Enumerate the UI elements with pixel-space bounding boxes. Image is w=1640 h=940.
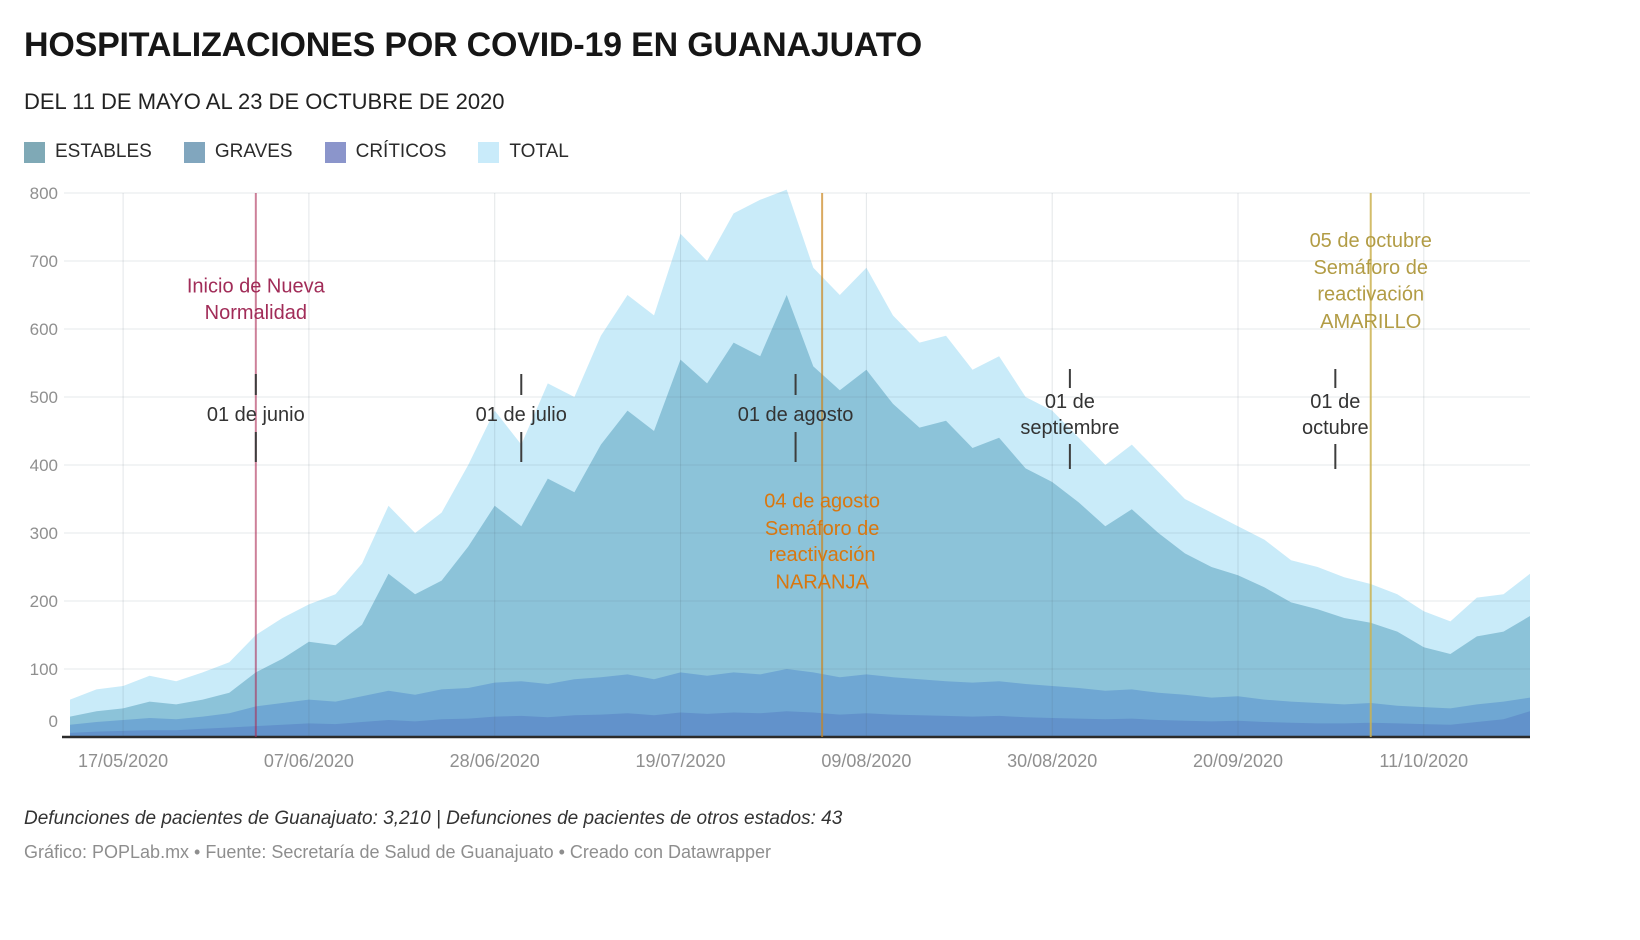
- legend-swatch-criticos: [324, 141, 346, 163]
- legend-swatch-total: [478, 141, 500, 163]
- legend-item-graves: GRAVES: [183, 141, 293, 163]
- legend-label: GRAVES: [214, 141, 293, 162]
- legend-item-estables: ESTABLES: [24, 141, 152, 163]
- annotation-text-semaforo-naranja: reactivación: [769, 544, 876, 566]
- y-axis-label-100: 100: [30, 660, 58, 679]
- legend-swatch-estables: [24, 141, 45, 163]
- annotation-text-nueva-normalidad: Inicio de Nueva: [187, 275, 326, 297]
- x-axis-label: 20/09/2020: [1193, 751, 1283, 771]
- date-marker-label-01-de-agosto: 01 de agosto: [738, 404, 854, 426]
- x-axis-label: 28/06/2020: [450, 751, 540, 771]
- y-axis-label-800: 800: [30, 184, 58, 203]
- area-chart: 0 100 200 300 400 500 600 700 800 17/05/2020 07/06…: [0, 167, 1640, 784]
- y-axis-label-0: 0: [49, 712, 58, 731]
- y-axis-label-200: 200: [30, 592, 58, 611]
- chart-page: HOSPITALIZACIONES POR COVID-19 EN GUANAJ…: [0, 26, 1640, 862]
- chart-notes: Defunciones de pacientes de Guanajuato: …: [24, 808, 843, 829]
- date-marker-label-01-de-septiembre: septiembre: [1020, 417, 1119, 439]
- legend-item-total: TOTAL: [478, 141, 569, 163]
- chart-canvas: 0 100 200 300 400 500 600 700 800 17/05/2020 07/06…: [30, 184, 1530, 771]
- legend-item-criticos: CRÍTICOS: [324, 141, 447, 163]
- x-axis-label: 17/05/2020: [78, 751, 168, 771]
- x-axis-label: 09/08/2020: [821, 751, 911, 771]
- y-axis-label-500: 500: [30, 388, 58, 407]
- annotation-text-semaforo-amarillo: reactivación: [1317, 284, 1424, 306]
- legend-label: TOTAL: [509, 141, 569, 162]
- annotation-text-nueva-normalidad: Normalidad: [205, 302, 307, 324]
- y-axis-label-700: 700: [30, 252, 58, 271]
- date-marker-label-01-de-octubre: 01 de: [1310, 391, 1360, 413]
- chart-subtitle: DEL 11 DE MAYO AL 23 DE OCTUBRE DE 2020: [24, 89, 505, 114]
- legend-label: ESTABLES: [55, 141, 152, 162]
- annotation-text-semaforo-amarillo: Semáforo de: [1313, 257, 1428, 279]
- annotation-text-semaforo-amarillo: AMARILLO: [1320, 311, 1421, 333]
- y-axis-label-400: 400: [30, 456, 58, 475]
- annotation-text-semaforo-naranja: NARANJA: [775, 571, 869, 593]
- y-axis-label-300: 300: [30, 524, 58, 543]
- date-marker-label-01-de-julio: 01 de julio: [476, 404, 567, 426]
- date-marker-label-01-de-octubre: octubre: [1302, 417, 1369, 439]
- date-marker-label-01-de-septiembre: 01 de: [1045, 391, 1095, 413]
- annotation-text-semaforo-naranja: Semáforo de: [765, 518, 880, 540]
- page-title: HOSPITALIZACIONES POR COVID-19 EN GUANAJ…: [24, 26, 922, 64]
- chart-legend: ESTABLES GRAVES CRÍTICOS TOTAL: [24, 141, 1616, 163]
- x-axis-label: 19/07/2020: [635, 751, 725, 771]
- x-axis-label: 07/06/2020: [264, 751, 354, 771]
- x-axis-label: 30/08/2020: [1007, 751, 1097, 771]
- annotation-text-semaforo-amarillo: 05 de octubre: [1310, 230, 1432, 252]
- legend-label: CRÍTICOS: [355, 141, 447, 162]
- y-axis-label-600: 600: [30, 320, 58, 339]
- annotation-text-semaforo-naranja: 04 de agosto: [764, 490, 880, 512]
- area-estables: [70, 295, 1530, 737]
- legend-swatch-graves: [183, 141, 205, 163]
- x-axis-label: 11/10/2020: [1379, 751, 1468, 771]
- area-criticos: [70, 711, 1530, 737]
- chart-credit: Gráfico: POPLab.mx • Fuente: Secretaría …: [24, 842, 772, 862]
- date-marker-label-01-de-junio: 01 de junio: [207, 404, 305, 426]
